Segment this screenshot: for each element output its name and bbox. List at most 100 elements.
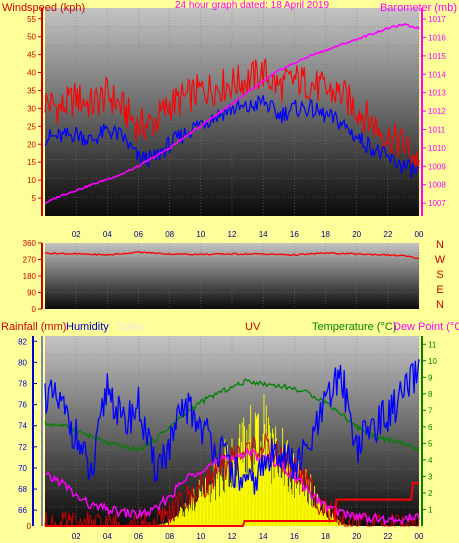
humidity-tick-label: 68 (18, 485, 27, 494)
direction-tick-label: 270 (23, 256, 37, 265)
windspeed-average-line (44, 94, 420, 179)
x-tick-label-top: 14 (259, 230, 268, 239)
temperature-tick-label: 2 (428, 489, 433, 498)
barometer-line (44, 23, 420, 205)
x-axis-labels: 02 02 04 04 06 06 08 08 10 10 12 12 14 14 16 16 18 18 20 20… (72, 230, 424, 541)
wind-direction-line (44, 250, 420, 260)
temperature-tick-label: 8 (428, 390, 433, 399)
temperature-tick-label: 6 (428, 423, 433, 432)
direction-axes: 0 90 180 270 360 (23, 239, 43, 314)
rainfall-axis-label: Rainfall (mm) (1, 321, 66, 333)
rainfall-line (45, 482, 419, 527)
rain-tick-label: 0 (27, 522, 32, 531)
windspeed-tick-label: 55 (27, 15, 36, 24)
x-tick-label-bottom: 18 (321, 532, 330, 541)
barometer-tick-label: 1016 (428, 33, 446, 42)
temperature-tick-label: 10 (428, 357, 437, 366)
barometer-tick-label: 1010 (428, 144, 446, 153)
barometer-tick-label: 1015 (428, 52, 446, 61)
barometer-tick-label: 1012 (428, 107, 446, 116)
humidity-tick-label: 80 (18, 358, 27, 367)
temperature-tick-label: 7 (428, 406, 433, 415)
x-tick-label-bottom: 00 (415, 532, 424, 541)
bottom-series (44, 359, 420, 528)
x-tick-label-bottom: 08 (165, 532, 174, 541)
x-tick-label-bottom: 16 (290, 532, 299, 541)
windspeed-tick-label: 10 (27, 176, 36, 185)
humidity-axis-label: Humidity (66, 321, 109, 333)
humidity-tick-label: 72 (18, 443, 27, 452)
direction-series (44, 250, 420, 260)
dew-point-line (45, 446, 420, 526)
x-tick-label-bottom: 20 (352, 532, 361, 541)
x-tick-label-top: 00 (415, 230, 424, 239)
x-tick-label-top: 20 (352, 230, 361, 239)
windspeed-tick-label: 15 (27, 158, 36, 167)
temperature-tick-label: 3 (428, 472, 433, 481)
direction-tick-label: 180 (23, 272, 37, 281)
direction-tick-label: 90 (27, 289, 36, 298)
direction-tick-label: 360 (23, 239, 37, 248)
compass-label-n: N (436, 239, 444, 251)
x-tick-label-bottom: 10 (196, 532, 205, 541)
windspeed-tick-label: 35 (27, 86, 36, 95)
temperature-line (44, 378, 420, 454)
humidity-tick-label: 70 (18, 464, 27, 473)
compass-label-e: E (436, 284, 443, 296)
x-tick-label-bottom: 06 (134, 532, 143, 541)
temperature-axis-label: Temperature (°C) (312, 321, 396, 333)
top-series (44, 23, 420, 205)
windspeed-tick-label: 45 (27, 51, 36, 60)
x-tick-label-top: 10 (196, 230, 205, 239)
barometer-tick-label: 1007 (428, 199, 446, 208)
barometer-tick-label: 1017 (428, 15, 446, 24)
x-tick-label-bottom: 04 (103, 532, 112, 541)
x-tick-label-top: 18 (321, 230, 330, 239)
barometer-tick-label: 1011 (428, 125, 446, 134)
windspeed-tick-label: 25 (27, 122, 36, 131)
windspeed-gust-line (44, 57, 420, 172)
x-tick-label-bottom: 12 (228, 532, 237, 541)
humidity-tick-label: 82 (18, 337, 27, 346)
x-tick-label-top: 04 (103, 230, 112, 239)
humidity-line (44, 359, 420, 495)
compass-label-n: N (436, 299, 444, 311)
compass-label-w: W (435, 254, 446, 266)
x-tick-label-top: 02 (72, 230, 81, 239)
barometer-tick-label: 1014 (428, 70, 446, 79)
direction-grid (45, 243, 420, 309)
temperature-tick-label: 9 (428, 373, 433, 382)
temperature-tick-label: 5 (428, 439, 433, 448)
compass-label-s: S (436, 269, 443, 281)
x-tick-label-top: 16 (290, 230, 299, 239)
temperature-tick-label: 11 (428, 340, 437, 349)
humidity-tick-label: 74 (18, 422, 27, 431)
windspeed-tick-label: 20 (27, 140, 36, 149)
x-tick-label-bottom: 02 (72, 532, 81, 541)
temperature-tick-label: 1 (428, 505, 433, 514)
chart-date-title: 24 hour graph dated: 18 April 2019 (175, 0, 329, 11)
top-axes: 5101520253035404550551007100810091010101… (27, 8, 446, 216)
x-tick-label-top: 08 (165, 230, 174, 239)
humidity-tick-label: 76 (18, 401, 27, 410)
dew-point-axis-label: Dew Point (°C) (393, 321, 459, 333)
windspeed-axis-label: Windspeed (kph) (2, 2, 85, 14)
humidity-tick-label: 66 (18, 506, 27, 515)
barometer-axis-label: Barometer (mb) (380, 2, 457, 14)
x-tick-label-bottom: 22 (383, 532, 392, 541)
x-tick-label-top: 06 (134, 230, 143, 239)
direction-tick-label: 0 (32, 305, 37, 314)
windspeed-tick-label: 5 (32, 194, 37, 203)
humidity-tick-label: 78 (18, 380, 27, 389)
x-tick-label-top: 12 (228, 230, 237, 239)
windspeed-tick-label: 30 (27, 104, 36, 113)
windspeed-tick-label: 40 (27, 69, 36, 78)
barometer-tick-label: 1008 (428, 181, 446, 190)
windspeed-tick-label: 50 (27, 33, 36, 42)
x-tick-label-top: 22 (383, 230, 392, 239)
x-tick-label-bottom: 14 (259, 532, 268, 541)
barometer-tick-label: 1009 (428, 162, 446, 171)
